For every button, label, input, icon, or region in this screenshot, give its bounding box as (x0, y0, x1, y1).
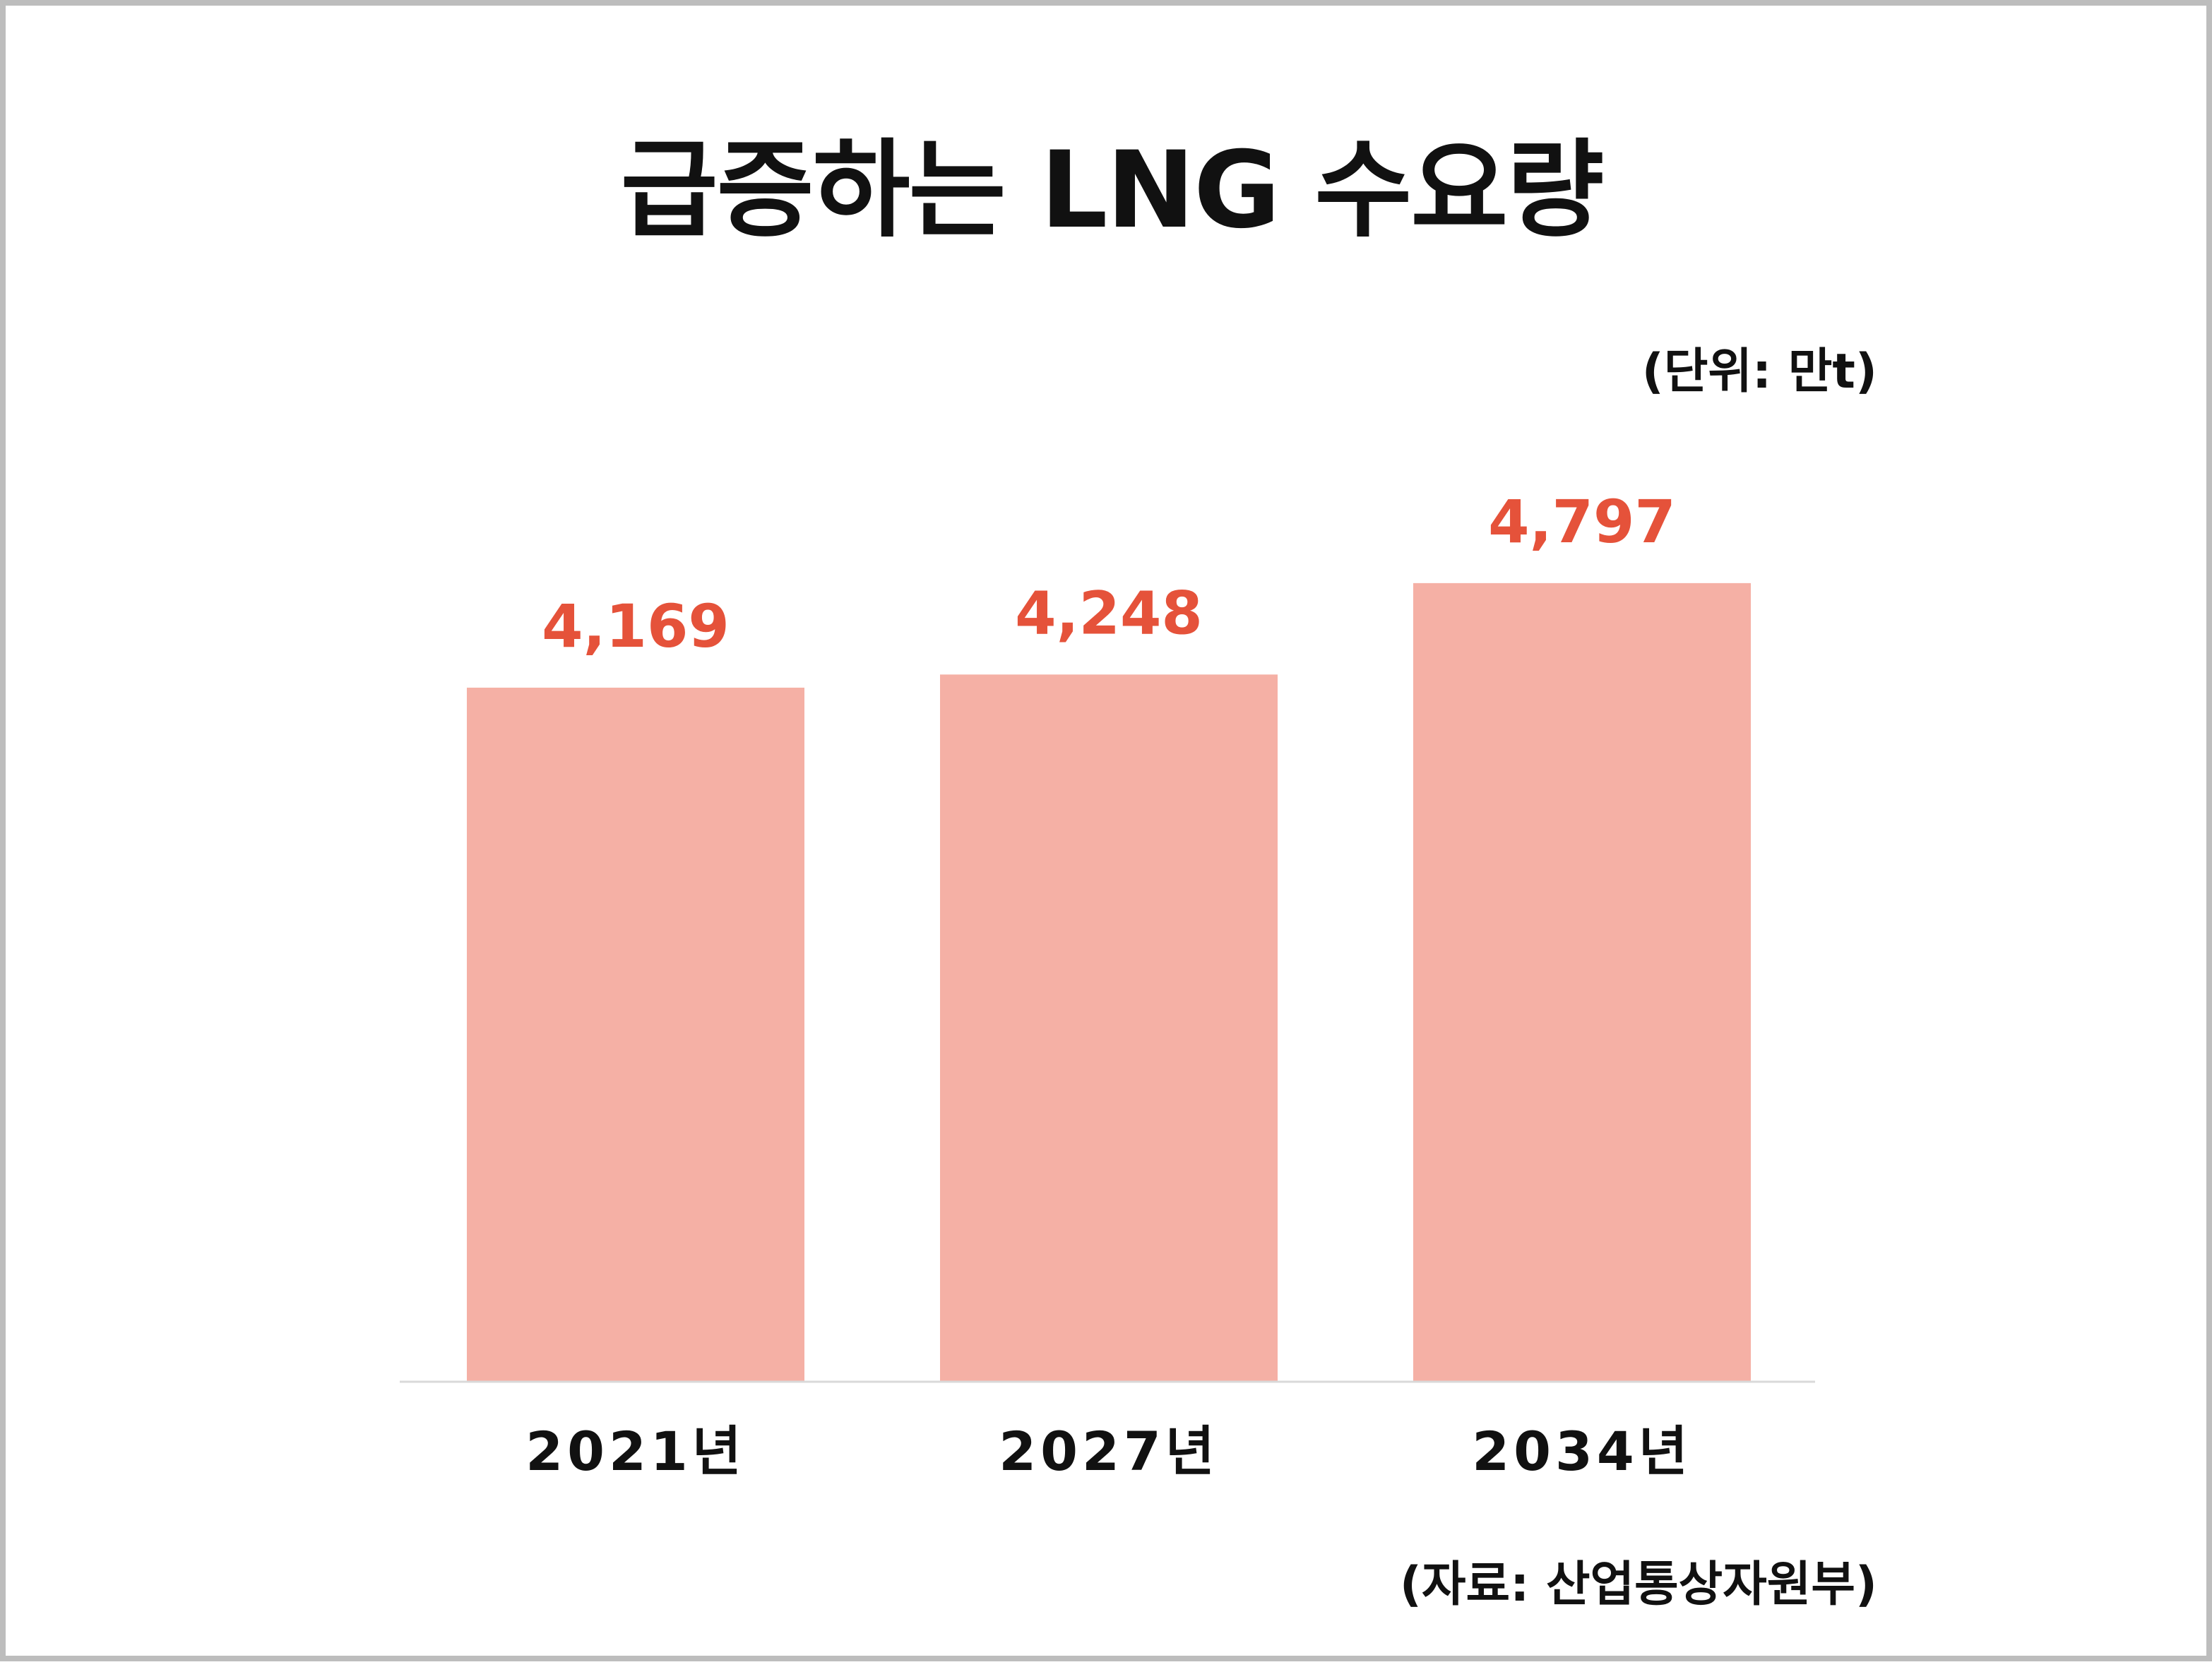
bar-value-label: 4,169 (542, 592, 730, 661)
x-tick-label: 2027년 (999, 1420, 1218, 1483)
bar-chart: 4,169 2021년 4,248 2027년 4,797 2034년 (400, 487, 1815, 1483)
bar-0 (467, 687, 804, 1382)
source-note: (자료: 산업통상자원부) (1399, 1557, 1877, 1613)
unit-note: (단위: 만t) (1641, 344, 1877, 400)
chart-title: 급증하는 LNG 수요량 (620, 129, 1605, 252)
x-tick-label: 2034년 (1472, 1420, 1691, 1483)
x-tick-label: 2021년 (525, 1420, 745, 1483)
bar-value-label: 4,797 (1488, 487, 1676, 556)
bar-1 (940, 674, 1278, 1382)
bar-value-label: 4,248 (1015, 578, 1203, 647)
bar-2 (1413, 582, 1751, 1382)
